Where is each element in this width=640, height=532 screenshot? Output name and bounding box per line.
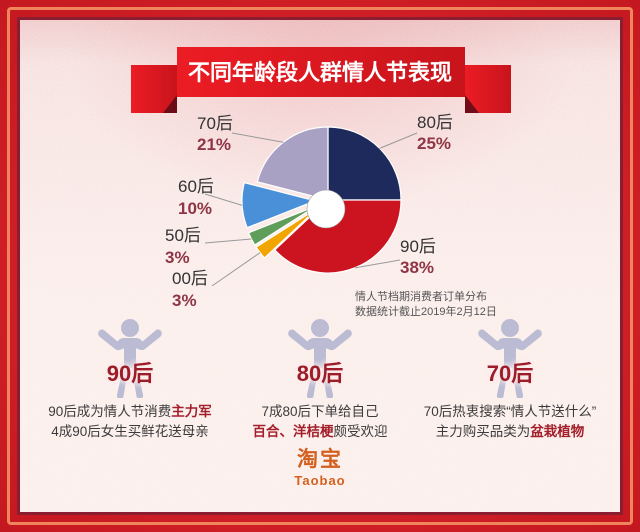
svg-text:不同年龄段人群情人节表现: 不同年龄段人群情人节表现 xyxy=(188,60,452,85)
svg-text:21%: 21% xyxy=(197,135,231,154)
svg-text:70后: 70后 xyxy=(197,114,233,133)
svg-text:60后: 60后 xyxy=(178,177,214,196)
svg-text:3%: 3% xyxy=(172,291,197,310)
svg-text:50后: 50后 xyxy=(165,226,201,245)
svg-text:00后: 00后 xyxy=(172,269,208,288)
svg-text:90后: 90后 xyxy=(400,237,436,256)
svg-text:25%: 25% xyxy=(417,134,451,153)
svg-text:10%: 10% xyxy=(178,199,212,218)
svg-text:数据统计截止2019年2月12日: 数据统计截止2019年2月12日 xyxy=(355,304,497,318)
svg-text:38%: 38% xyxy=(400,258,434,277)
svg-text:80后: 80后 xyxy=(417,113,453,132)
svg-text:情人节档期消费者订单分布: 情人节档期消费者订单分布 xyxy=(355,289,487,303)
svg-text:3%: 3% xyxy=(165,248,190,267)
